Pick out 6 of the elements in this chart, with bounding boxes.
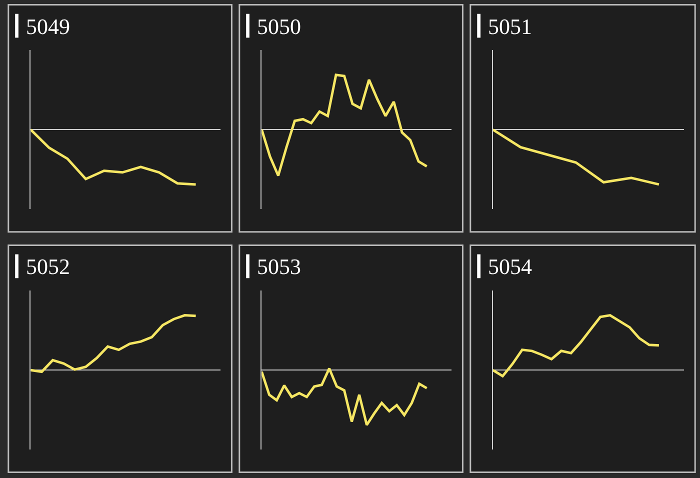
chart-title: 5054 bbox=[488, 254, 532, 279]
chart-title: 5052 bbox=[26, 254, 70, 279]
chart-title: 5051 bbox=[488, 14, 532, 39]
chart-title: 5049 bbox=[26, 14, 70, 39]
chart-title: 5053 bbox=[257, 254, 301, 279]
chart-title: 5050 bbox=[257, 14, 301, 39]
